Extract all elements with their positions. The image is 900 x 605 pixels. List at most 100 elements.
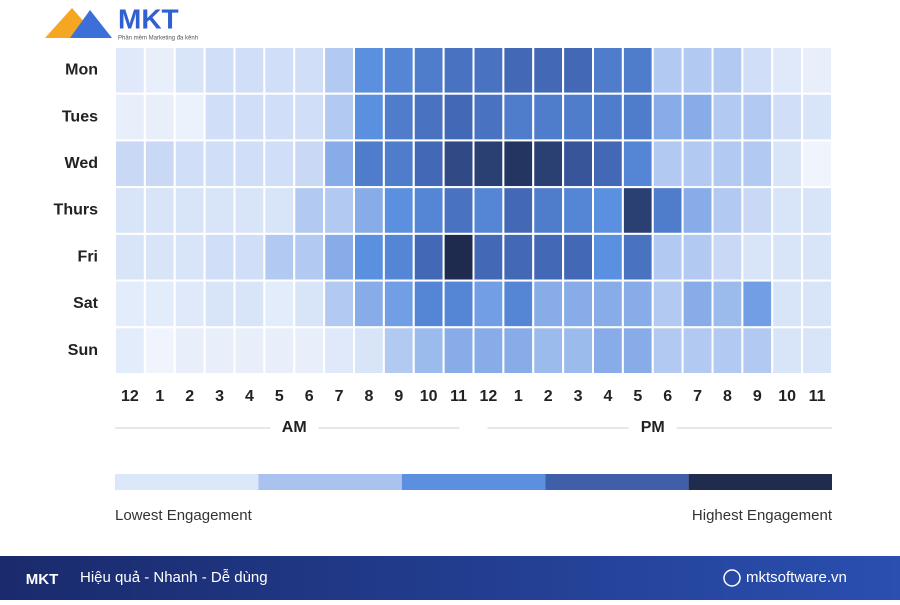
heat-cell xyxy=(114,326,146,375)
heat-cell xyxy=(592,279,624,329)
heat-cell xyxy=(442,232,475,282)
heat-cell xyxy=(771,326,804,375)
y-tick-label: Tues xyxy=(62,108,98,125)
heat-cell xyxy=(442,326,475,375)
heat-cell xyxy=(114,232,146,282)
x-tick-label: 1 xyxy=(514,388,523,405)
heat-cell xyxy=(143,46,176,95)
x-tick-label: 11 xyxy=(450,388,467,405)
legend-swatch xyxy=(115,474,259,490)
heat-cell xyxy=(592,92,624,142)
heat-cell xyxy=(532,186,565,235)
group-label-bg xyxy=(628,418,677,438)
heat-cell xyxy=(502,279,535,329)
heat-cell xyxy=(114,139,146,189)
heat-cell xyxy=(203,139,236,189)
heat-cell xyxy=(472,46,505,95)
heat-cell xyxy=(412,186,445,235)
heat-cell xyxy=(681,232,714,282)
heat-cell xyxy=(173,279,206,329)
heat-cell xyxy=(681,186,714,235)
heat-cell xyxy=(562,139,594,189)
heat-cell xyxy=(771,46,804,95)
heat-cell xyxy=(442,92,475,142)
heat-cell xyxy=(293,279,326,329)
heat-cell xyxy=(293,326,326,375)
heat-cell xyxy=(711,326,744,375)
heat-cell xyxy=(651,139,684,189)
heat-cell xyxy=(621,279,654,329)
heat-cell xyxy=(532,232,565,282)
heat-cell xyxy=(412,139,445,189)
heat-cell xyxy=(382,232,415,282)
heat-cell xyxy=(681,92,714,142)
heat-cell xyxy=(532,46,565,95)
heat-cell xyxy=(173,46,206,95)
heat-cell xyxy=(353,326,385,375)
x-tick-label: 2 xyxy=(185,388,194,405)
x-tick-label: 8 xyxy=(364,388,373,405)
heat-cell xyxy=(741,232,774,282)
heat-cell xyxy=(651,46,684,95)
heat-cell xyxy=(801,232,833,282)
heat-cell xyxy=(771,232,804,282)
heat-cell xyxy=(651,279,684,329)
y-tick-label: Fri xyxy=(78,248,98,265)
heat-cell xyxy=(233,326,266,375)
heat-cell xyxy=(711,232,744,282)
group-label: PM xyxy=(641,419,665,436)
x-tick-label: 4 xyxy=(245,388,254,405)
heat-cell xyxy=(711,92,744,142)
heat-cell xyxy=(771,279,804,329)
heat-cell xyxy=(143,92,176,142)
heat-cell xyxy=(203,326,236,375)
heat-cell xyxy=(323,279,355,329)
heat-cell xyxy=(621,46,654,95)
heat-cell xyxy=(114,92,146,142)
heat-cell xyxy=(562,232,594,282)
heat-cell xyxy=(681,46,714,95)
heat-cell xyxy=(173,326,206,375)
heat-cell xyxy=(293,46,326,95)
heat-cell xyxy=(532,92,565,142)
heat-cell xyxy=(143,186,176,235)
heat-cell xyxy=(532,279,565,329)
heat-cell xyxy=(143,232,176,282)
x-tick-label: 4 xyxy=(603,388,612,405)
heat-cell xyxy=(353,279,385,329)
heat-cell xyxy=(741,139,774,189)
heat-cell xyxy=(472,326,505,375)
heat-cell xyxy=(502,46,535,95)
logo-shape xyxy=(70,10,112,38)
heat-cell xyxy=(323,326,355,375)
heat-cell xyxy=(741,186,774,235)
x-tick-label: 6 xyxy=(663,388,672,405)
heat-cell xyxy=(263,46,296,95)
heat-cell xyxy=(711,139,744,189)
heat-cell xyxy=(562,279,594,329)
heat-cell xyxy=(323,92,355,142)
legend-swatch xyxy=(545,474,689,490)
heat-cell xyxy=(771,186,804,235)
heat-cell xyxy=(771,139,804,189)
heat-cell xyxy=(592,46,624,95)
heat-cell xyxy=(801,92,833,142)
heat-cell xyxy=(263,326,296,375)
legend-swatch xyxy=(688,474,832,490)
heat-cell xyxy=(621,326,654,375)
heat-cell xyxy=(412,46,445,95)
heat-cell xyxy=(353,186,385,235)
heat-cell xyxy=(382,92,415,142)
heat-cell xyxy=(353,92,385,142)
heat-cell xyxy=(681,139,714,189)
heat-cell xyxy=(293,186,326,235)
heat-cell xyxy=(114,46,146,95)
brand-tagline: Phần mềm Marketing đa kênh xyxy=(118,36,198,42)
footer-website: mktsoftware.vn xyxy=(746,569,847,586)
x-tick-label: 9 xyxy=(394,388,403,405)
x-tick-label: 10 xyxy=(420,388,438,405)
heat-cell xyxy=(681,326,714,375)
heat-cell xyxy=(323,186,355,235)
x-tick-label: 9 xyxy=(753,388,762,405)
footer-logo: MKT xyxy=(26,571,59,588)
